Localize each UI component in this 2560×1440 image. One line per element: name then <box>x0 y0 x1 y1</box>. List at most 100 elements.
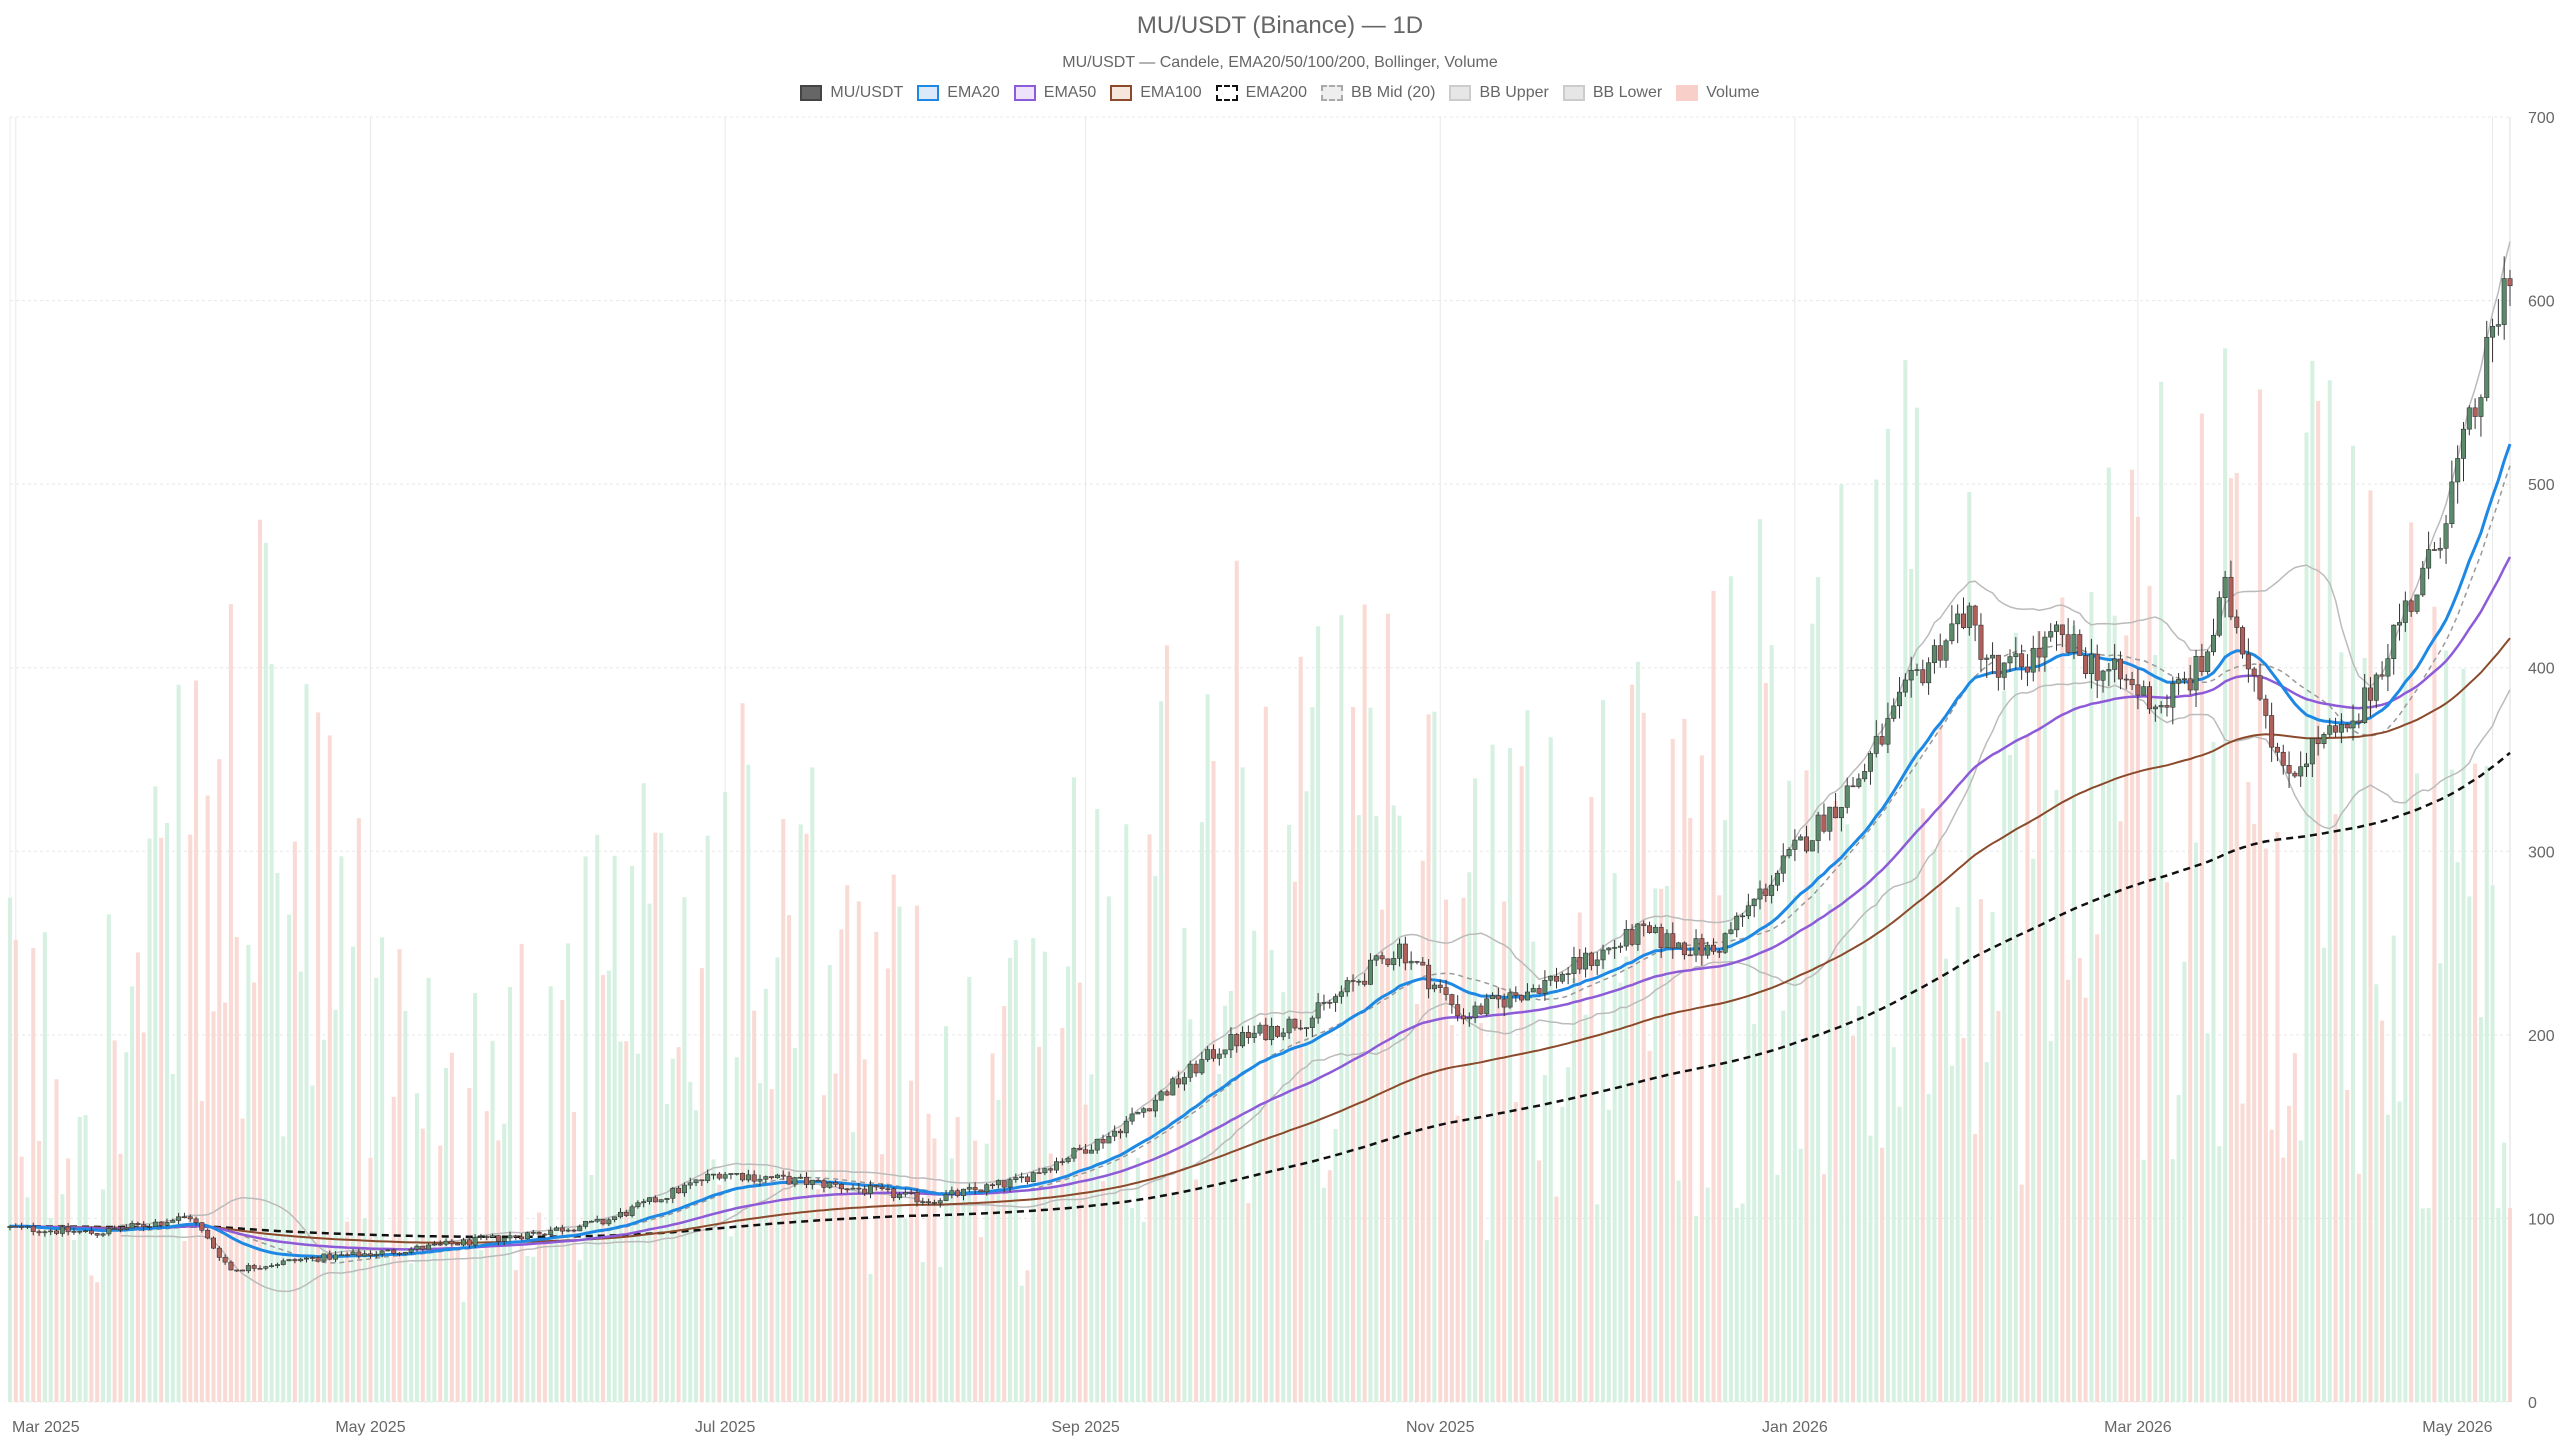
volume-bar <box>1566 1067 1571 1402</box>
candle-body <box>1705 944 1711 956</box>
volume-bar <box>1275 1100 1280 1402</box>
volume-bar <box>624 1041 629 1402</box>
volume-bar <box>1856 1005 1861 1402</box>
volume-bar <box>1664 885 1670 1402</box>
legend-item[interactable]: Volume <box>1676 84 1760 102</box>
volume-bar <box>1641 712 1646 1402</box>
candle-body <box>1443 987 1449 995</box>
volume-bar <box>571 1112 576 1402</box>
volume-bar <box>2403 600 2408 1402</box>
candle-body <box>2001 662 2007 678</box>
volume-bar <box>1188 1019 1193 1402</box>
volume-bar <box>54 1079 59 1402</box>
candle-body <box>2408 600 2414 612</box>
candle-body <box>1827 806 1833 832</box>
volume-bar <box>1414 1004 1420 1402</box>
candle-body <box>414 1245 420 1250</box>
volume-bar <box>1903 360 1908 1403</box>
legend-swatch <box>800 85 823 101</box>
candle-body <box>2170 683 2176 708</box>
volume-bar <box>653 832 658 1402</box>
candle-body <box>1879 736 1885 745</box>
candle-body <box>1222 1049 1228 1055</box>
volume-bar <box>473 993 478 1402</box>
candle-body <box>257 1268 263 1270</box>
candle-body <box>2048 631 2054 638</box>
candle-body <box>2472 407 2478 417</box>
candle-body <box>402 1252 408 1255</box>
legend-item[interactable]: BB Lower <box>1562 84 1662 102</box>
legend-item[interactable]: EMA200 <box>1215 84 1307 102</box>
volume-bar <box>2246 781 2251 1402</box>
candle-body <box>1885 718 1891 745</box>
legend-item[interactable]: BB Upper <box>1449 84 1549 102</box>
candle-body <box>1513 992 1519 996</box>
candle-body <box>658 1199 664 1203</box>
candle-body <box>2164 705 2170 708</box>
candle-body <box>420 1245 426 1250</box>
candle-body <box>1234 1034 1240 1047</box>
volume-bar <box>1345 980 1350 1402</box>
volume-bar <box>2066 979 2071 1402</box>
candle-body <box>2042 636 2048 658</box>
candle-body <box>1931 645 1937 664</box>
volume-bar <box>880 1154 885 1402</box>
volume-bar <box>1246 1203 1251 1402</box>
candle-body <box>1187 1063 1193 1078</box>
legend-label: Volume <box>1706 84 1760 101</box>
volume-bar <box>2333 814 2338 1402</box>
legend-item[interactable]: EMA50 <box>1013 84 1096 102</box>
legend-item[interactable]: EMA20 <box>917 84 1000 102</box>
chart-title: MU/USDT (Binance) — 1D <box>1136 12 1424 39</box>
candle-body <box>623 1211 629 1216</box>
volume-bar <box>1792 895 1797 1402</box>
legend-label: EMA200 <box>1245 84 1307 101</box>
candle-body <box>2373 674 2379 701</box>
legend-item[interactable]: MU/USDT <box>800 84 903 102</box>
candle-body <box>1385 958 1391 966</box>
candle-body <box>1990 654 1996 659</box>
candle-body <box>804 1176 810 1185</box>
candle-body <box>397 1253 403 1255</box>
volume-bar <box>304 684 309 1402</box>
candle-body <box>2455 458 2461 483</box>
candle-body <box>94 1233 100 1236</box>
candle-body <box>2251 668 2257 676</box>
volume-bar <box>2374 984 2379 1402</box>
candle-body <box>1751 898 1757 907</box>
volume-bar <box>1781 1010 1786 1402</box>
candle-body <box>792 1177 798 1185</box>
candle-body <box>2019 653 2025 668</box>
volume-bar <box>723 792 728 1402</box>
candle-body <box>1914 669 1920 671</box>
volume-bar <box>1513 1101 1518 1402</box>
volume-bar <box>176 684 181 1402</box>
candle-body <box>629 1206 635 1216</box>
volume-bar <box>1478 1022 1483 1402</box>
legend-item[interactable]: EMA100 <box>1110 84 1202 102</box>
volume-bar <box>1833 800 1838 1402</box>
volume-bar <box>1257 1106 1263 1402</box>
volume-bar <box>1310 707 1315 1402</box>
volume-bar <box>1542 1075 1547 1402</box>
volume-bar <box>1717 895 1722 1402</box>
volume-bar <box>1211 761 1216 1402</box>
candle-body <box>1798 836 1804 841</box>
volume-bar <box>717 1184 722 1402</box>
volume-bar <box>118 1153 123 1402</box>
candle-body <box>1612 947 1618 949</box>
legend-item[interactable]: BB Mid (20) <box>1320 84 1435 102</box>
candle-body <box>1338 991 1344 997</box>
candle-body <box>1501 998 1507 1008</box>
volume-bar <box>2490 885 2495 1402</box>
candle-body <box>88 1230 94 1234</box>
candle-body <box>2443 523 2449 549</box>
candle-body <box>902 1192 908 1195</box>
candle-body <box>2280 751 2286 766</box>
candle-body <box>274 1264 280 1266</box>
chart-legend[interactable]: MU/USDT EMA20 EMA50 EMA100 EMA200 BB Mid (20)… <box>0 84 2560 102</box>
candle-body <box>1304 1027 1310 1029</box>
candle-body <box>1071 1147 1077 1159</box>
candle-body <box>164 1222 170 1226</box>
volume-bar <box>583 856 588 1402</box>
